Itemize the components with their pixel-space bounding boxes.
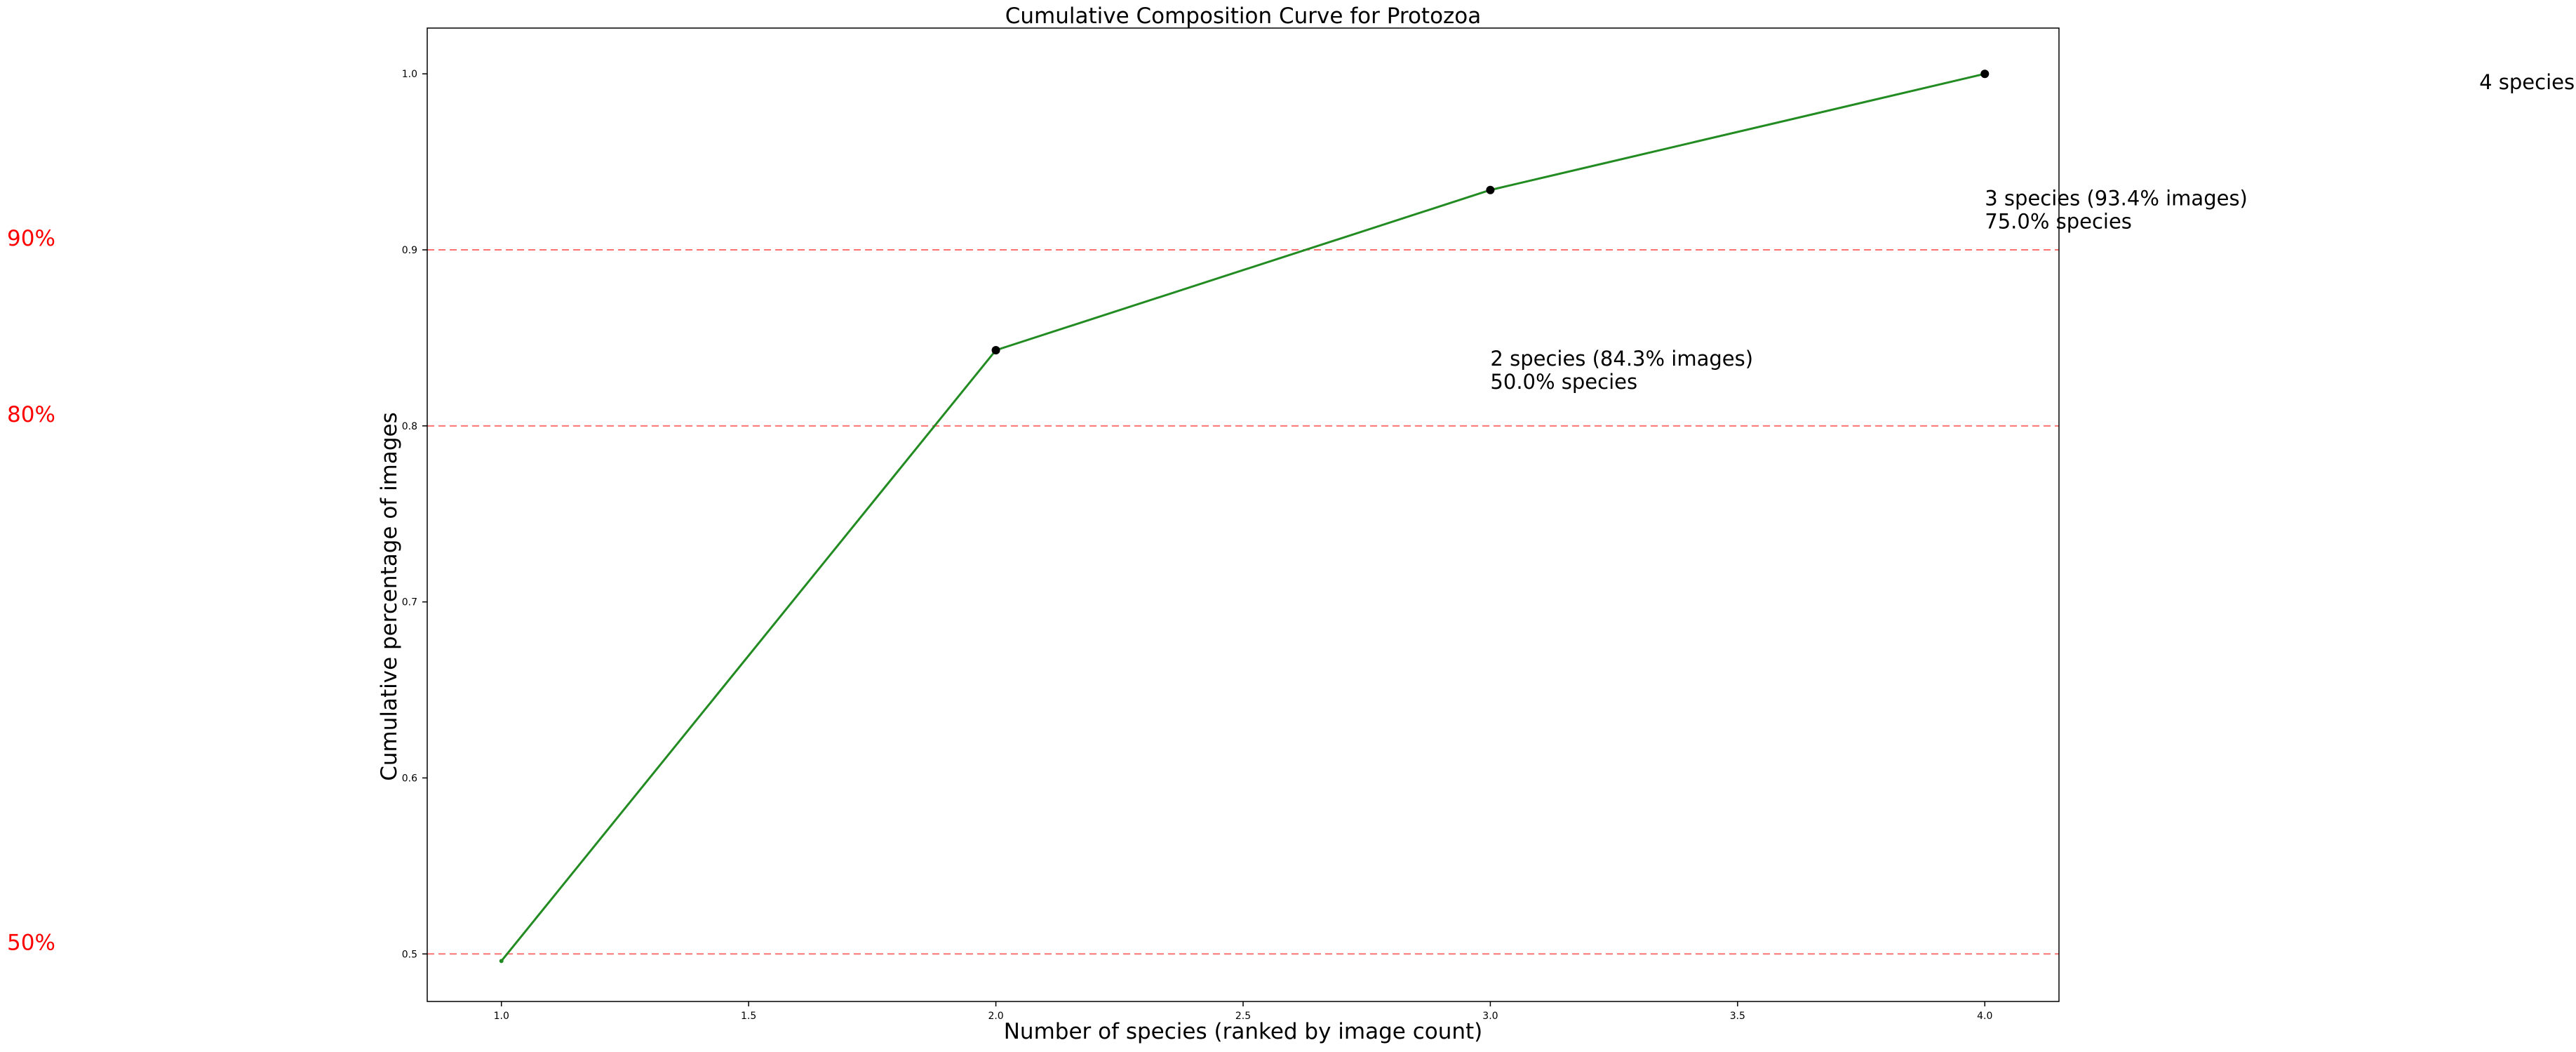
y-axis-label: Cumulative percentage of images <box>377 412 402 781</box>
y-tick-label: 0.7 <box>402 597 417 608</box>
y-tick-label: 1.0 <box>402 69 417 80</box>
annotation-text: 4 species <box>2479 70 2575 94</box>
x-axis-label: Number of species (ranked by image count… <box>1004 1019 1483 1044</box>
highlight-marker <box>1980 69 1990 79</box>
x-tick-label: 2.5 <box>1235 1011 1251 1022</box>
threshold-label: 50% <box>7 930 55 955</box>
threshold-label: 90% <box>7 226 55 251</box>
x-tick-label: 4.0 <box>1977 1011 1992 1022</box>
x-tick-label: 3.0 <box>1482 1011 1498 1022</box>
highlight-marker <box>991 345 1000 354</box>
annotation-text: 2 species (84.3% images) <box>1490 347 1753 371</box>
annotation-text: 3 species (93.4% images) <box>1985 187 2248 211</box>
x-tick-label: 3.5 <box>1730 1011 1745 1022</box>
x-tick-label: 2.0 <box>988 1011 1003 1022</box>
annotation-text: 50.0% species <box>1490 370 1637 394</box>
x-tick-label: 1.0 <box>494 1011 509 1022</box>
highlight-marker <box>1486 185 1495 194</box>
y-tick-label: 0.6 <box>402 773 417 784</box>
series-line <box>500 72 1985 962</box>
chart-title: Cumulative Composition Curve for Protozo… <box>1005 4 1482 29</box>
plot-frame <box>427 27 2060 1002</box>
x-tick-label: 1.5 <box>741 1011 756 1022</box>
y-tick-label: 0.9 <box>402 245 417 256</box>
threshold-label: 80% <box>7 402 55 427</box>
plot-area: 50% 80% 90% 1.0 1.5 2.0 2.5 3.0 3.5 4.0 0.5 0.6 0.7 0… <box>7 27 2575 1022</box>
annotation-text: 75.0% species <box>1985 210 2132 234</box>
series-point <box>499 959 504 964</box>
y-tick-label: 0.8 <box>402 421 417 432</box>
y-tick-label: 0.5 <box>402 949 417 960</box>
